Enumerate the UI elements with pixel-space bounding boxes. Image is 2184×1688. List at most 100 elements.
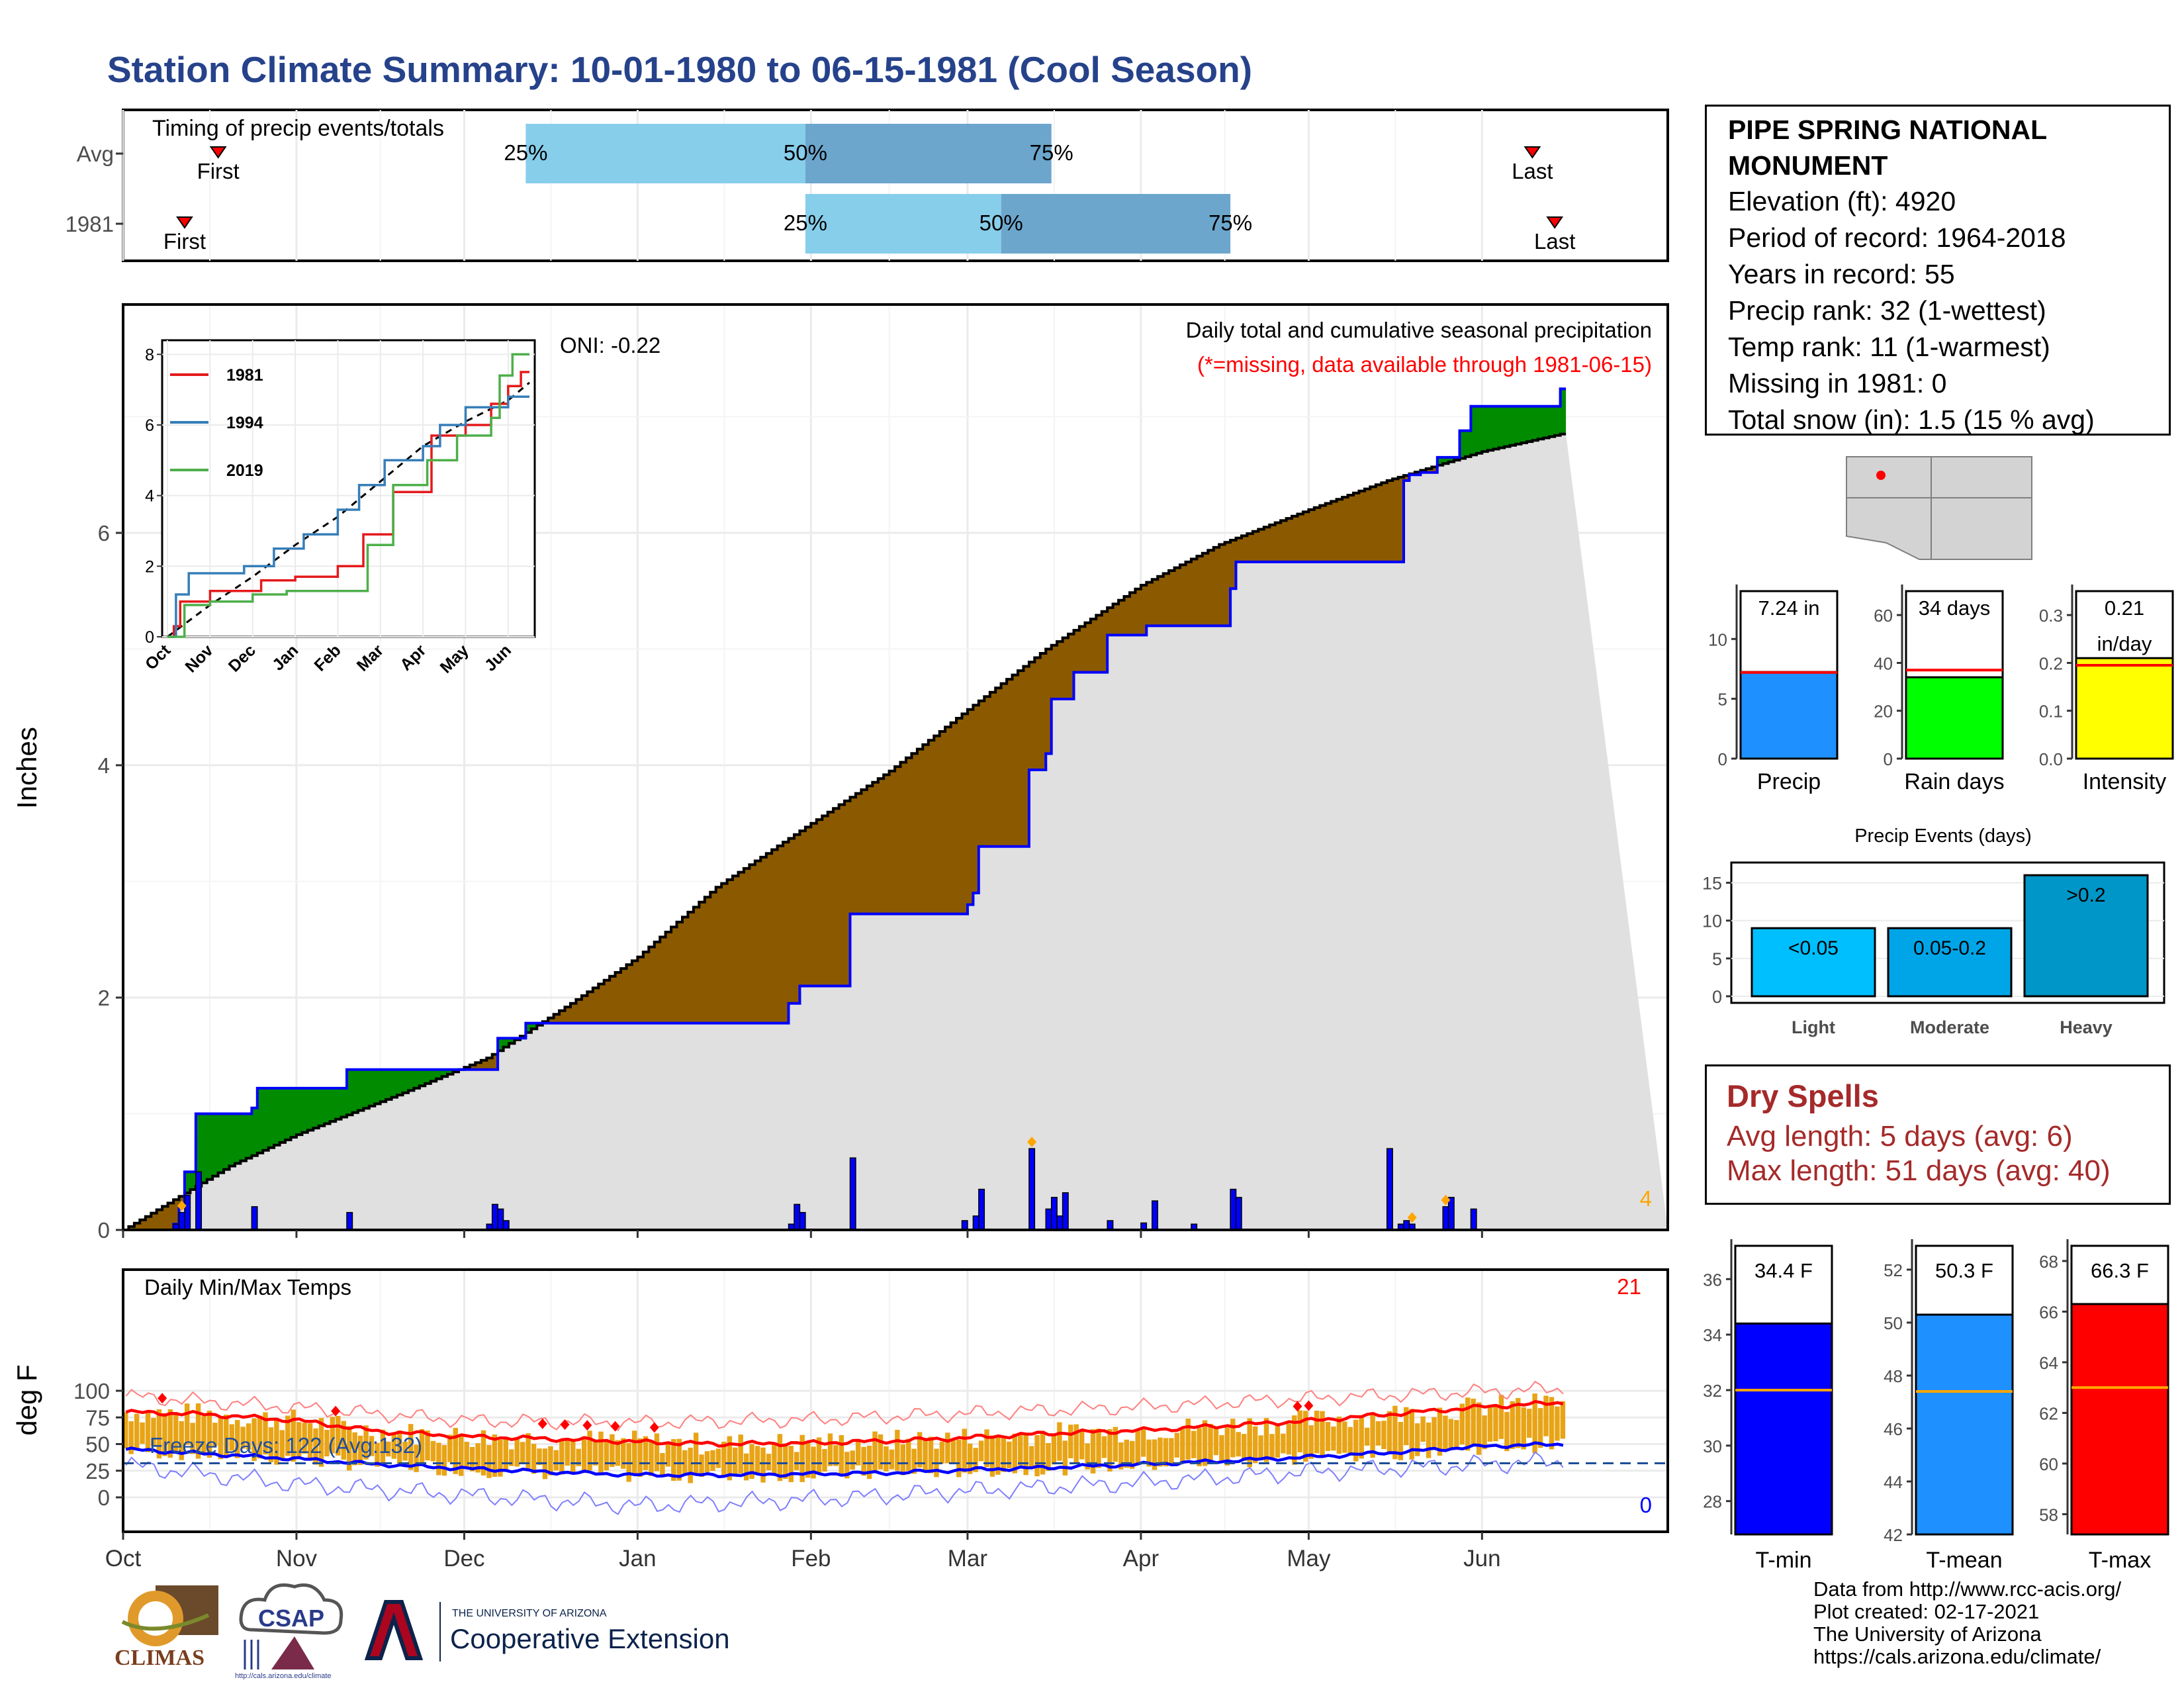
daily-temp-range	[151, 1417, 156, 1446]
daily-temp-range	[279, 1430, 285, 1460]
daily-temp-range	[1370, 1413, 1375, 1458]
daily-temp-range	[1107, 1429, 1113, 1472]
daily-temp-range	[268, 1427, 274, 1462]
daily-temp-range	[1532, 1393, 1537, 1454]
daily-temp-range	[1487, 1406, 1493, 1442]
mini-bar-value-label: 34 days	[1919, 596, 1991, 620]
temp-bar-value-label: 66.3 F	[2091, 1259, 2149, 1282]
daily-temp-range	[1208, 1423, 1213, 1463]
daily-temp-range	[313, 1428, 318, 1465]
timing-bar-q2	[1001, 194, 1231, 254]
credits: Data from http://www.rcc-acis.org/ Plot …	[1813, 1578, 2121, 1668]
daily-temp-range	[1404, 1407, 1409, 1446]
daily-precip-bar	[849, 1157, 856, 1231]
daily-precip-bar	[491, 1203, 498, 1231]
events-bar	[2023, 874, 2149, 998]
temp-bar-ytick-label: 48	[1884, 1366, 1903, 1386]
daily-temp-range	[548, 1446, 553, 1476]
daily-temp-range	[710, 1450, 715, 1472]
temp-bar-ytick-label: 50	[1884, 1313, 1903, 1333]
daily-precip-bar	[972, 1215, 979, 1231]
mini-bar-value-label: 0.21	[2105, 596, 2144, 620]
temp-ytick-label: 50	[85, 1432, 110, 1457]
daily-temp-range	[1101, 1436, 1107, 1458]
daily-precip-bar	[346, 1211, 353, 1231]
cold-count: 0	[1640, 1493, 1652, 1517]
mini-ytick-label: 5	[1718, 690, 1727, 710]
daily-precip-bar	[978, 1188, 985, 1231]
daily-temp-range	[167, 1409, 173, 1458]
daily-temp-range	[676, 1438, 682, 1481]
record-high-marker	[560, 1419, 570, 1430]
daily-temp-range	[1174, 1432, 1180, 1458]
daily-temp-range	[559, 1440, 565, 1475]
mini-ytick-label: 0.0	[2039, 749, 2063, 769]
inset-plot-area	[161, 339, 536, 638]
first-marker	[209, 146, 227, 159]
mini-ytick-label: 60	[1874, 606, 1893, 626]
events-bar	[1887, 927, 2013, 998]
last-label: Last	[1534, 229, 1575, 254]
precip-panel: 0 2 4 6 Inches ONI: -0.22 Daily total and c…	[11, 303, 1669, 1243]
daily-temp-range	[514, 1439, 520, 1467]
station-name-line2: MONUMENT	[1728, 150, 1888, 181]
daily-precip-bar	[1152, 1200, 1159, 1231]
daily-temp-range	[441, 1445, 447, 1476]
daily-temp-range	[576, 1448, 581, 1466]
daily-temp-range	[285, 1415, 291, 1456]
daily-temp-range	[738, 1434, 743, 1474]
month-axis: Oct Nov Dec Jan Feb Mar Apr May Jun	[105, 1230, 1501, 1571]
daily-precip-bar	[794, 1203, 801, 1231]
daily-temp-range	[1135, 1430, 1140, 1464]
daily-temp-range	[537, 1448, 542, 1466]
daily-temp-range	[1347, 1427, 1353, 1456]
temp-bar-ytick-label: 30	[1703, 1436, 1722, 1456]
temp-bar-value	[2070, 1303, 2169, 1536]
above-average-area	[123, 389, 1567, 1230]
daily-temp-range	[1314, 1411, 1320, 1454]
daily-temp-range	[1537, 1408, 1543, 1448]
inset-chart: Oct Nov Dec Jan Feb Mar Apr May Jun0246819811994…	[142, 339, 536, 677]
daily-temp-range	[704, 1451, 710, 1473]
precip-title: Daily total and cumulative seasonal prec…	[1186, 318, 1652, 342]
daily-temp-range	[1085, 1443, 1090, 1470]
daily-temp-range	[649, 1442, 654, 1476]
daily-temp-range	[1007, 1441, 1012, 1468]
mini-ytick-label: 20	[1874, 702, 1893, 722]
daily-temp-range	[721, 1441, 727, 1477]
events-category-label: Light	[1792, 1017, 1835, 1037]
daily-temp-range	[1269, 1434, 1275, 1459]
timing-pct-label: 50%	[979, 211, 1023, 235]
daily-temp-range	[1219, 1435, 1224, 1462]
daily-temp-range	[341, 1421, 346, 1460]
daily-precip-bar	[1470, 1208, 1477, 1231]
daily-temp-range	[1359, 1416, 1364, 1459]
precip-ytick-label: 0	[98, 1218, 110, 1243]
mini-bar-chart-rain-days: 0 20 40 60 34 days Rain days	[1874, 585, 2005, 794]
daily-temp-range	[1062, 1440, 1068, 1476]
daily-temp-range	[1113, 1427, 1118, 1462]
mini-bar-label: Precip	[1757, 769, 1821, 794]
temp-ytick-label: 100	[73, 1379, 110, 1403]
record-high-marker	[610, 1421, 620, 1432]
daily-temp-range	[754, 1446, 760, 1475]
mini-bar-label: Intensity	[2083, 769, 2167, 794]
daily-temp-range	[1051, 1434, 1057, 1465]
temp-bar-value-label: 34.4 F	[1754, 1259, 1813, 1282]
daily-temp-range	[699, 1454, 704, 1477]
daily-temp-range	[1286, 1423, 1292, 1455]
station-elevation: Elevation (ft): 4920	[1728, 186, 1956, 216]
daily-temp-range	[397, 1430, 402, 1466]
daily-temp-range	[1096, 1429, 1101, 1468]
temp-bar-ytick-label: 28	[1703, 1492, 1722, 1512]
month-label: Apr	[1123, 1546, 1160, 1571]
daily-temp-range	[984, 1429, 989, 1468]
mini-bar-value-label: in/day	[2097, 632, 2152, 655]
daily-temp-range	[1398, 1422, 1404, 1460]
daily-temp-range	[693, 1432, 699, 1475]
daily-temp-range	[1169, 1438, 1174, 1465]
station-location-marker	[1876, 471, 1886, 480]
daily-temp-range	[665, 1443, 671, 1467]
timing-pct-label: 25%	[504, 140, 547, 165]
month-label: Jan	[619, 1546, 656, 1571]
